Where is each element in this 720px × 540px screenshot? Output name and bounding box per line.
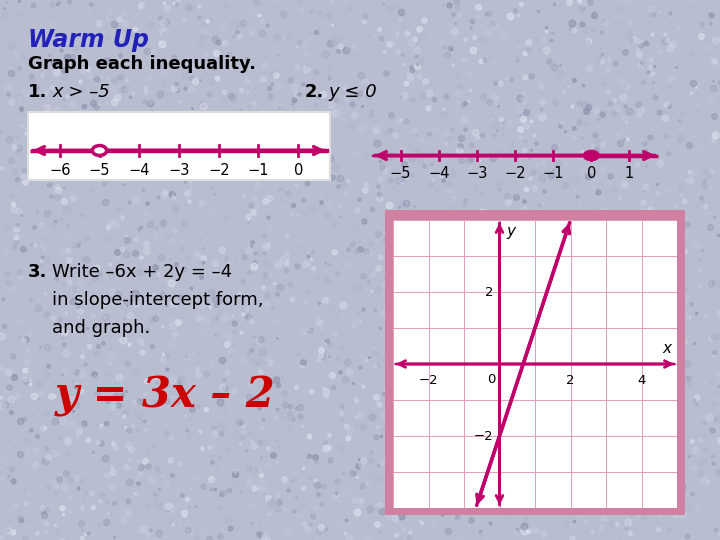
Text: 0: 0 (587, 166, 596, 180)
Circle shape (92, 146, 107, 156)
Text: y = 3x – 2: y = 3x – 2 (55, 375, 276, 417)
Text: −3: −3 (168, 163, 189, 178)
Text: and graph.: and graph. (52, 319, 150, 337)
Text: −1: −1 (248, 163, 269, 178)
Text: −4: −4 (128, 163, 150, 178)
FancyBboxPatch shape (385, 210, 685, 515)
Text: 1: 1 (625, 166, 634, 180)
Text: x: x (662, 341, 672, 356)
Text: Write –6x + 2y = –4: Write –6x + 2y = –4 (52, 263, 232, 281)
Text: Warm Up: Warm Up (28, 28, 149, 52)
Text: −2: −2 (504, 166, 526, 180)
Circle shape (585, 151, 598, 159)
Text: y: y (506, 224, 515, 239)
Text: 1.: 1. (28, 83, 48, 101)
Text: −2: −2 (208, 163, 230, 178)
Text: −5: −5 (390, 166, 411, 180)
Text: −6: −6 (49, 163, 71, 178)
Text: −4: −4 (428, 166, 449, 180)
Text: 4: 4 (637, 374, 646, 387)
Text: −2: −2 (474, 429, 493, 442)
Text: in slope-intercept form,: in slope-intercept form, (52, 291, 264, 309)
Text: Graph each inequality.: Graph each inequality. (28, 55, 256, 73)
Text: 2.: 2. (305, 83, 325, 101)
Text: −2: −2 (419, 374, 438, 387)
Text: 0: 0 (294, 163, 303, 178)
Text: y ≤ 0: y ≤ 0 (328, 83, 377, 101)
Text: −1: −1 (542, 166, 564, 180)
Text: 3.: 3. (28, 263, 48, 281)
Text: −5: −5 (89, 163, 110, 178)
Text: 2: 2 (566, 374, 575, 387)
Text: x > –5: x > –5 (52, 83, 109, 101)
Text: 0: 0 (487, 373, 495, 386)
FancyBboxPatch shape (28, 112, 330, 180)
Text: −3: −3 (466, 166, 487, 180)
Text: 2: 2 (485, 286, 493, 299)
